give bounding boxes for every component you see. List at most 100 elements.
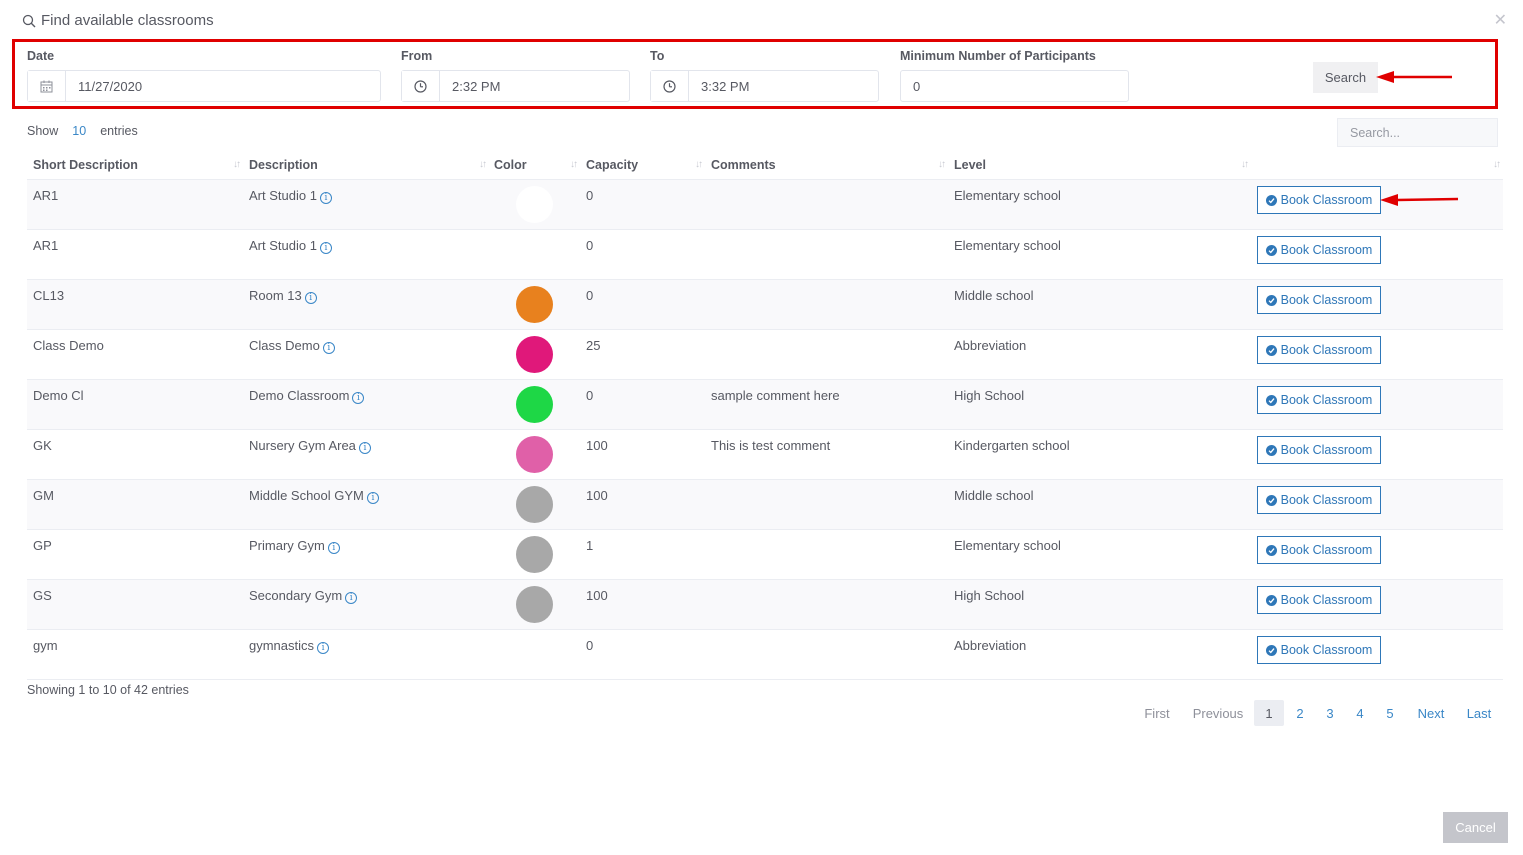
info-icon[interactable]: i bbox=[317, 642, 330, 654]
column-header-comments[interactable]: Comments bbox=[711, 158, 776, 172]
book-classroom-label: Book Classroom bbox=[1280, 393, 1373, 407]
page-length-select[interactable]: 10 bbox=[72, 124, 87, 138]
info-icon[interactable]: i bbox=[319, 192, 332, 204]
book-classroom-button[interactable]: Book Classroom bbox=[1257, 236, 1381, 264]
capacity-cell: 25 bbox=[586, 338, 601, 353]
column-header-color[interactable]: Color bbox=[494, 158, 527, 172]
to-time-value[interactable]: 3:32 PM bbox=[701, 78, 750, 94]
sort-icon[interactable]: ↓↑ bbox=[233, 159, 241, 170]
pagination-next[interactable]: Next bbox=[1417, 705, 1445, 721]
info-icon[interactable]: i bbox=[327, 542, 340, 554]
level-cell: Elementary school bbox=[954, 188, 1061, 203]
level-cell: High School bbox=[954, 588, 1025, 603]
pagination-previous[interactable]: Previous bbox=[1192, 705, 1244, 721]
color-swatch bbox=[516, 486, 553, 523]
level-cell: Abbreviation bbox=[954, 338, 1027, 353]
min-participants-value[interactable]: 0 bbox=[913, 78, 921, 94]
book-classroom-button[interactable]: Book Classroom bbox=[1257, 286, 1381, 314]
short-description-cell: GS bbox=[33, 588, 52, 603]
sort-icon[interactable]: ↓↑ bbox=[1241, 159, 1249, 170]
capacity-cell: 0 bbox=[586, 288, 594, 303]
date-value[interactable]: 11/27/2020 bbox=[78, 78, 143, 94]
column-header-description[interactable]: Description bbox=[249, 158, 318, 172]
description-cell: gymnastics i bbox=[249, 638, 330, 654]
pagination-page-2[interactable]: 2 bbox=[1296, 705, 1304, 721]
min-participants-input[interactable]: 0 bbox=[900, 70, 1129, 102]
column-header-capacity[interactable]: Capacity bbox=[586, 158, 639, 172]
table-row: GP Primary Gym i 1 Elementary school Book Cla… bbox=[27, 530, 1503, 580]
sort-icon[interactable]: ↓↑ bbox=[1493, 159, 1501, 170]
from-time-field[interactable]: 2:32 PM bbox=[401, 70, 630, 102]
search-button[interactable]: Search bbox=[1313, 62, 1378, 93]
description-text: Room 13 bbox=[249, 288, 302, 303]
show-label: Show bbox=[27, 124, 59, 138]
search-icon bbox=[22, 14, 36, 27]
info-icon[interactable]: i bbox=[366, 492, 379, 504]
short-description-cell: GK bbox=[33, 438, 52, 453]
book-classroom-button[interactable]: Book Classroom bbox=[1257, 386, 1381, 414]
check-circle-icon bbox=[1265, 344, 1277, 356]
cancel-button[interactable]: Cancel bbox=[1443, 812, 1508, 843]
info-icon[interactable]: i bbox=[322, 342, 335, 354]
color-swatch bbox=[516, 586, 553, 623]
table-row: GS Secondary Gym i 100 High School Book Class… bbox=[27, 580, 1503, 630]
pagination-page-1[interactable]: 1 bbox=[1254, 700, 1284, 726]
sort-icon[interactable]: ↓↑ bbox=[570, 159, 578, 170]
description-text: Class Demo bbox=[249, 338, 320, 353]
annotation-arrow-icon bbox=[1380, 194, 1459, 206]
description-cell: Room 13 i bbox=[249, 288, 317, 304]
pagination-first[interactable]: First bbox=[1144, 705, 1170, 721]
description-text: Secondary Gym bbox=[249, 588, 343, 603]
close-icon[interactable]: ✕ bbox=[1493, 12, 1507, 29]
pagination-page-5[interactable]: 5 bbox=[1386, 705, 1394, 721]
pagination-page-4[interactable]: 4 bbox=[1356, 705, 1364, 721]
info-icon[interactable]: i bbox=[358, 442, 371, 454]
from-time-value[interactable]: 2:32 PM bbox=[452, 78, 501, 94]
table-row: AR1 Art Studio 1 i 0 Elementary school Book C… bbox=[27, 180, 1503, 230]
sort-icon[interactable]: ↓↑ bbox=[938, 159, 946, 170]
book-classroom-button[interactable]: Book Classroom bbox=[1257, 586, 1381, 614]
clock-icon[interactable] bbox=[651, 71, 689, 101]
sort-icon[interactable]: ↓↑ bbox=[479, 159, 487, 170]
book-classroom-button[interactable]: Book Classroom bbox=[1257, 486, 1381, 514]
table-row: Class Demo Class Demo i 25 Abbreviation Book … bbox=[27, 330, 1503, 380]
table-row: AR1 Art Studio 1 i 0 Elementary school Book C… bbox=[27, 230, 1503, 280]
table-header: Short Description ↓↑ Description ↓↑ Colo… bbox=[27, 150, 1503, 180]
comments-cell: sample comment here bbox=[711, 388, 840, 403]
check-circle-icon bbox=[1265, 444, 1277, 456]
pagination-page-3[interactable]: 3 bbox=[1326, 705, 1334, 721]
check-circle-icon bbox=[1265, 494, 1277, 506]
table-row: GK Nursery Gym Area i 100 This is test comme… bbox=[27, 430, 1503, 480]
short-description-cell: AR1 bbox=[33, 238, 59, 253]
color-swatch bbox=[516, 386, 553, 423]
book-classroom-button[interactable]: Book Classroom bbox=[1257, 636, 1381, 664]
info-icon[interactable]: i bbox=[319, 242, 332, 254]
book-classroom-button[interactable]: Book Classroom bbox=[1257, 186, 1381, 214]
book-classroom-button[interactable]: Book Classroom bbox=[1257, 536, 1381, 564]
check-circle-icon bbox=[1265, 194, 1277, 206]
sort-icon[interactable]: ↓↑ bbox=[695, 159, 703, 170]
pagination-last[interactable]: Last bbox=[1466, 705, 1492, 721]
info-icon[interactable]: i bbox=[345, 592, 358, 604]
table-search-input[interactable]: Search... bbox=[1337, 118, 1498, 147]
column-header-short-description[interactable]: Short Description bbox=[33, 158, 138, 172]
column-header-level[interactable]: Level bbox=[954, 158, 986, 172]
description-text: Demo Classroom bbox=[249, 388, 350, 403]
clock-icon[interactable] bbox=[402, 71, 440, 101]
color-swatch bbox=[516, 536, 553, 573]
info-icon[interactable]: i bbox=[352, 392, 365, 404]
date-field[interactable]: 11/27/2020 bbox=[27, 70, 381, 102]
level-cell: Middle school bbox=[954, 288, 1034, 303]
book-classroom-button[interactable]: Book Classroom bbox=[1257, 436, 1381, 464]
comments-cell: This is test comment bbox=[711, 438, 831, 453]
color-swatch bbox=[516, 236, 553, 273]
capacity-cell: 100 bbox=[586, 588, 608, 603]
short-description-cell: CL13 bbox=[33, 288, 65, 303]
book-classroom-button[interactable]: Book Classroom bbox=[1257, 336, 1381, 364]
short-description-cell: Demo Cl bbox=[33, 388, 84, 403]
info-icon[interactable]: i bbox=[304, 292, 317, 304]
calendar-icon[interactable] bbox=[28, 71, 66, 101]
to-time-field[interactable]: 3:32 PM bbox=[650, 70, 879, 102]
check-circle-icon bbox=[1265, 394, 1277, 406]
check-circle-icon bbox=[1265, 644, 1277, 656]
